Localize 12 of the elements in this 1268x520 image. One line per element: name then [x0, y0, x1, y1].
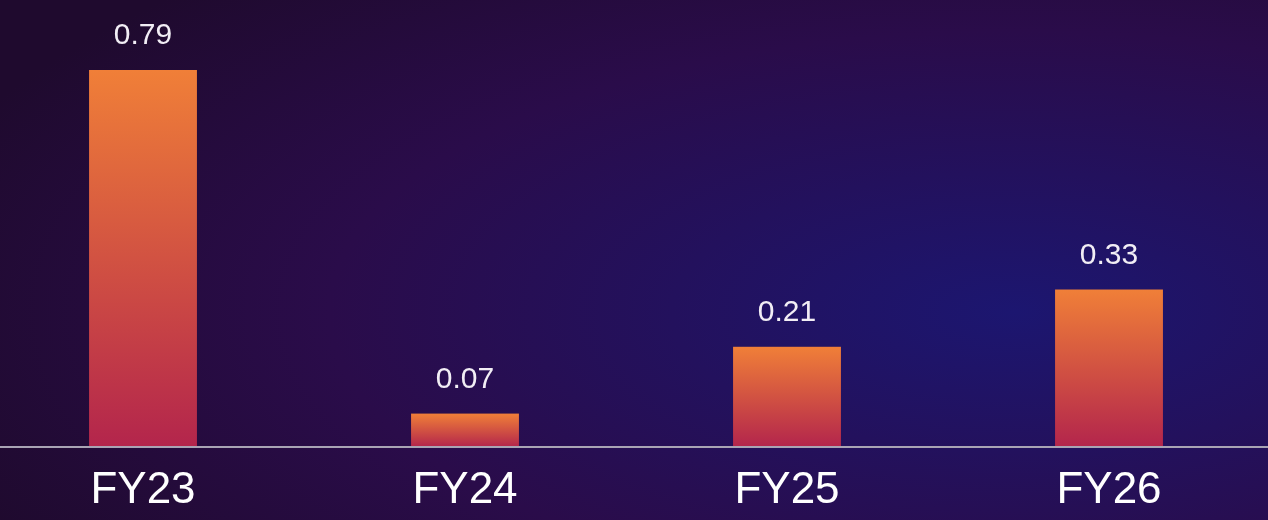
data-label: 0.79	[113, 17, 173, 50]
bar	[89, 70, 197, 447]
bar	[411, 413, 519, 447]
bar	[1055, 289, 1163, 447]
data-label: 0.33	[1079, 236, 1139, 270]
x-tick-label: FY26	[1056, 463, 1162, 512]
data-label: 0.07	[435, 360, 495, 394]
data-label: 0.21	[757, 293, 817, 327]
x-tick-label: FY23	[90, 463, 196, 512]
x-tick-label: FY24	[412, 463, 518, 512]
bar	[733, 346, 841, 447]
x-tick-label: FY25	[734, 463, 840, 512]
